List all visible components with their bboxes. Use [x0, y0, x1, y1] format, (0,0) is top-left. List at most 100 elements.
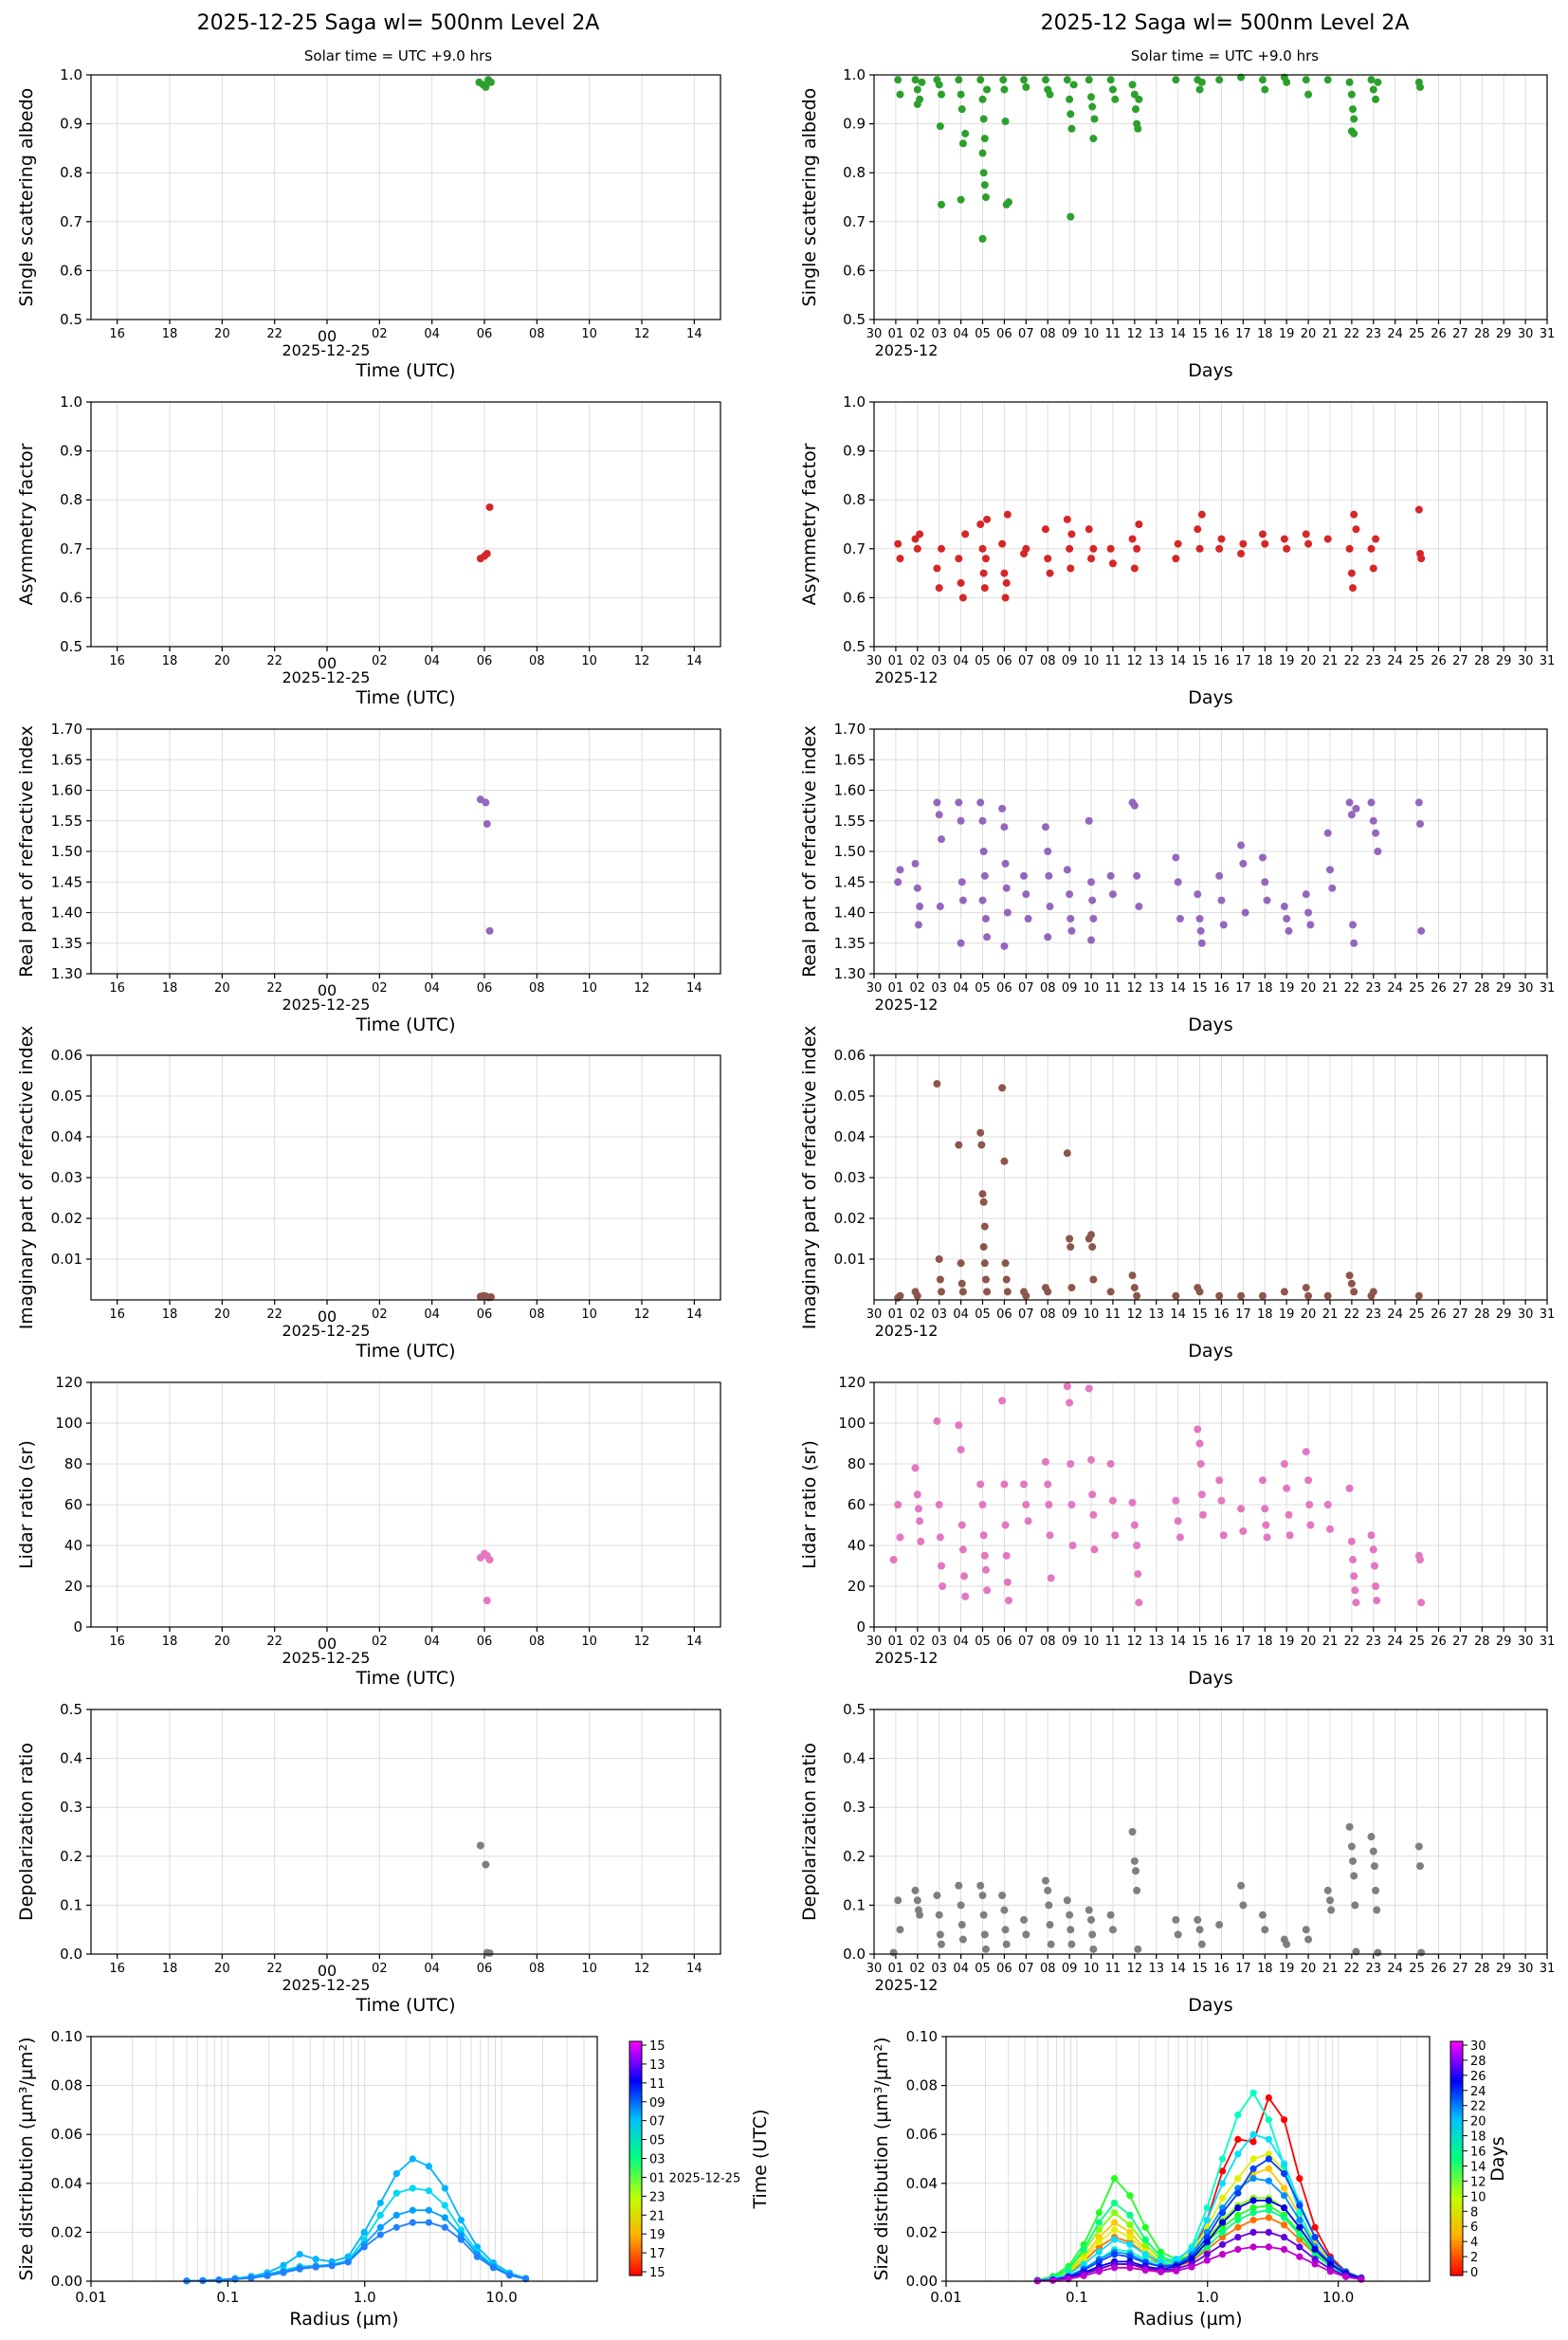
data-point — [1020, 76, 1029, 84]
x-tick-label: 09 — [1062, 1962, 1078, 1976]
y-tick-label: 0.04 — [51, 1128, 82, 1145]
colorbar-tick-label: 10 — [1470, 2190, 1486, 2204]
right-figure-title: 2025-12 Saga wl= 500nm Level 2A — [1040, 11, 1410, 35]
data-point — [1258, 1291, 1267, 1300]
x-tick-label: 04 — [953, 654, 969, 668]
data-point — [1369, 1847, 1377, 1856]
x-tick-label: 05 — [975, 1635, 991, 1649]
y-tick-label: 0.04 — [51, 2175, 82, 2192]
panel-real_month: 30 01 02 03 04 05 06 07 08 09 10 11 12 13 14 15 16 17 18 19… — [799, 721, 1555, 1035]
x-tick-label: 24 — [1387, 654, 1403, 668]
x-tick-label: 06 — [477, 1635, 493, 1649]
colorbar-tick-label: 14 — [1470, 2160, 1486, 2174]
data-point — [1197, 1490, 1206, 1499]
data-point — [1237, 549, 1246, 558]
colorbar-tick-label: 21 — [649, 2209, 665, 2223]
x-axis-label: Days — [1188, 687, 1232, 708]
x-tick-label: 06 — [996, 981, 1012, 996]
plot-frame — [90, 401, 721, 648]
data-point — [215, 2276, 223, 2284]
x-axis-label: Days — [1188, 1341, 1232, 1362]
y-tick-label: 0.06 — [51, 2126, 82, 2143]
data-point — [1108, 890, 1117, 899]
data-point — [957, 578, 965, 587]
y-tick-label: 0 — [73, 1618, 82, 1636]
data-point — [1066, 544, 1074, 553]
data-point — [957, 878, 966, 887]
data-point — [1130, 801, 1139, 810]
data-point — [936, 122, 944, 131]
x-tick-label: 27 — [1452, 1962, 1468, 1976]
data-point — [1304, 90, 1313, 99]
x-tick-label: 02 — [910, 1307, 926, 1322]
date-label: 2025-12 — [875, 1649, 939, 1667]
x-axis-label: Radius (µm) — [1133, 2309, 1242, 2330]
panel-lidar_day: 16 18 20 22 00 02 04 06 08 10 12 14 0 20 40 60 80 100 120 L… — [16, 1374, 721, 1689]
x-tick-label: 20 — [1301, 654, 1317, 668]
x-tick-label: 10 — [581, 654, 597, 668]
data-point — [1063, 515, 1071, 523]
data-point — [981, 555, 990, 563]
data-point — [1296, 2209, 1304, 2217]
x-tick-label: 21 — [1322, 327, 1339, 341]
data-point — [376, 2231, 384, 2239]
data-point — [425, 2186, 432, 2195]
data-point — [977, 1141, 986, 1149]
data-point — [296, 2251, 303, 2258]
colorbar-tick-label: 28 — [1470, 2055, 1486, 2069]
data-point — [1141, 2236, 1149, 2243]
y-tick-label: 0.5 — [60, 638, 82, 655]
data-point — [1258, 853, 1267, 862]
data-point — [1047, 1940, 1055, 1948]
data-point — [979, 569, 988, 577]
data-point — [1342, 2273, 1350, 2280]
data-point — [485, 1556, 494, 1564]
y-tick-label: 0.01 — [834, 1251, 866, 1268]
data-point — [1133, 1542, 1141, 1549]
x-tick-label: 20 — [214, 1307, 230, 1322]
data-point — [1000, 1906, 1009, 1914]
data-point — [1088, 1243, 1097, 1252]
data-point — [979, 1197, 988, 1206]
data-point — [1234, 2211, 1242, 2219]
x-tick-label: 08 — [529, 1307, 545, 1322]
data-point — [1133, 871, 1141, 880]
data-point — [1280, 1288, 1288, 1296]
data-point — [1345, 544, 1354, 553]
data-point — [938, 1562, 945, 1570]
data-point — [1046, 1921, 1054, 1929]
data-point — [1417, 1599, 1426, 1607]
data-point — [344, 2258, 352, 2266]
data-point — [1157, 2268, 1165, 2276]
x-tick-label: 18 — [1257, 981, 1273, 996]
colorbar-tick-label: 30 — [1470, 2039, 1486, 2054]
data-point — [1172, 1496, 1180, 1505]
panel-lidar_month: 30 01 02 03 04 05 06 07 08 09 10 11 12 13 14 15 16 17 18 19… — [799, 1374, 1555, 1689]
x-tick-label: 31 — [1540, 981, 1556, 996]
data-point — [914, 921, 922, 929]
data-point — [998, 1084, 1007, 1092]
x-tick-label: 16 — [109, 327, 125, 341]
x-tick-label: 18 — [1257, 654, 1273, 668]
y-tick-label: 60 — [848, 1496, 866, 1513]
x-tick-label: 03 — [931, 1635, 947, 1649]
data-point — [486, 78, 495, 86]
data-point — [1195, 85, 1204, 94]
panel-depol_day: 16 18 20 22 00 02 04 06 08 10 12 14 0.0 0.1 0.2 0.3 0.4 0… — [16, 1701, 721, 2016]
data-point — [1047, 1574, 1055, 1582]
data-point — [1041, 525, 1049, 534]
data-point — [1044, 1480, 1052, 1489]
data-point — [1215, 1476, 1224, 1485]
data-point — [938, 200, 945, 209]
y-tick-label: 0 — [856, 1618, 866, 1636]
data-point — [981, 914, 990, 923]
x-axis-label: Days — [1188, 360, 1232, 381]
x-tick-label: 07 — [1018, 654, 1034, 668]
data-point — [1128, 535, 1137, 543]
x-tick-label: 12 — [1127, 327, 1143, 341]
x-tick-label: 13 — [1148, 1635, 1164, 1649]
data-point — [955, 555, 963, 563]
y-tick-label: 0.05 — [51, 1088, 82, 1105]
data-point — [976, 1881, 985, 1890]
data-point — [1218, 2219, 1227, 2226]
